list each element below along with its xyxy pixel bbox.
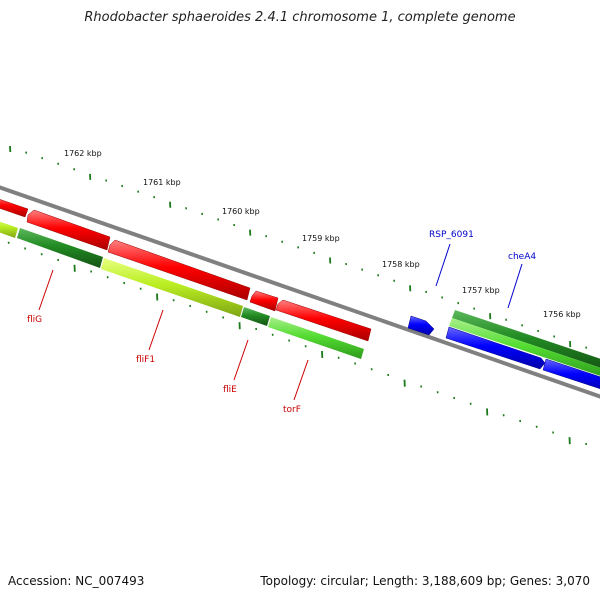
gene-label-fliG[interactable]: fliG	[27, 315, 42, 325]
reverse-strand-genes	[0, 196, 372, 342]
gene-labels: fliG fliF1 fliE torF RSP_6091 cheA4	[27, 230, 536, 415]
scale-label-1759: 1759 kbp	[302, 234, 340, 243]
scale-label-1762: 1762 kbp	[64, 149, 102, 158]
gene-arrow-RSP_6091[interactable]	[407, 315, 435, 336]
gene-arrow-blue-3[interactable]	[542, 358, 600, 392]
gene-label-leaders	[38, 243, 523, 401]
scale-label-1758: 1758 kbp	[382, 260, 420, 269]
green-bands-reverse	[0, 218, 364, 359]
genome-summary-text: Topology: circular; Length: 3,188,609 bp…	[260, 574, 590, 588]
green-band-dark-2[interactable]	[241, 307, 270, 326]
gene-arrow-red-5[interactable]	[275, 299, 372, 342]
scale-labels: 1762 kbp 1761 kbp 1760 kbp 1759 kbp 1758…	[64, 149, 581, 319]
green-band-light-cheA4[interactable]	[449, 318, 600, 379]
forward-strand-genes	[407, 310, 600, 392]
gene-label-fliE[interactable]: fliE	[223, 385, 237, 395]
gene-arrow-torF[interactable]	[249, 290, 279, 312]
scale-label-1761: 1761 kbp	[143, 178, 181, 187]
scale-label-1756: 1756 kbp	[543, 310, 581, 319]
scale-label-1760: 1760 kbp	[222, 207, 260, 216]
leader-RSP_6091	[435, 243, 451, 287]
gene-arrow-fliG-region[interactable]	[0, 196, 29, 218]
scale-label-1757: 1757 kbp	[462, 286, 500, 295]
gene-arrow-fliF1[interactable]	[26, 209, 111, 251]
backbone-line	[0, 185, 600, 399]
leader-fliE	[233, 339, 249, 381]
green-band-yellow-1[interactable]	[0, 218, 18, 238]
gene-label-torF[interactable]: torF	[283, 405, 301, 415]
gene-label-RSP_6091[interactable]: RSP_6091	[429, 230, 474, 240]
scale-ticks	[7, 145, 588, 446]
green-band-dark-1[interactable]	[17, 228, 103, 268]
gene-label-cheA4[interactable]: cheA4	[508, 252, 536, 262]
gene-label-fliF1[interactable]: fliF1	[136, 355, 155, 365]
leader-fliG	[38, 269, 54, 311]
accession-text: Accession: NC_007493	[8, 574, 145, 588]
gene-arrow-fliE[interactable]	[107, 239, 251, 301]
leader-cheA4	[507, 263, 523, 309]
green-band-light-1[interactable]	[268, 317, 364, 359]
leader-fliF1	[148, 309, 164, 351]
map-title: Rhodobacter sphaeroides 2.4.1 chromosome…	[84, 10, 516, 25]
green-band-yellow-2[interactable]	[101, 258, 243, 317]
leader-torF	[293, 359, 309, 401]
green-band-dark-cheA4[interactable]	[452, 310, 600, 371]
gene-arrow-cheA4[interactable]	[445, 326, 546, 370]
